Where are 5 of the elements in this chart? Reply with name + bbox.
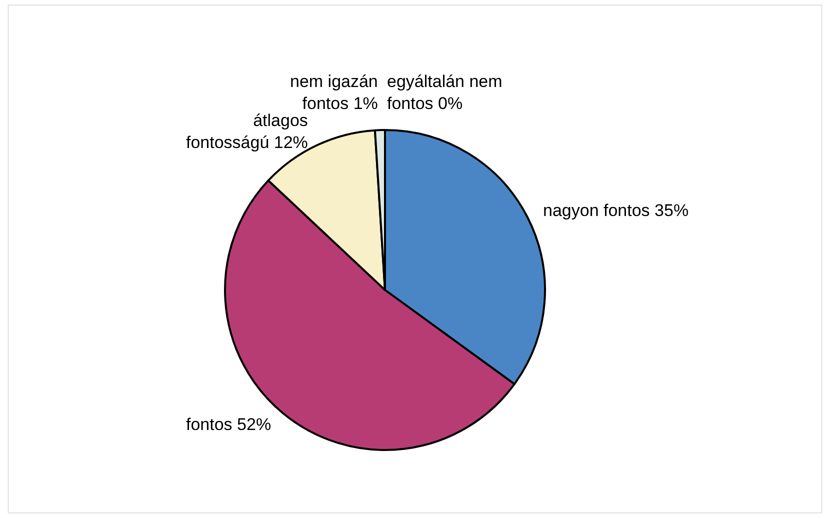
- slice-label: fontos 52%: [186, 415, 272, 434]
- slice-label: nagyon fontos 35%: [543, 201, 689, 220]
- category-label: egyáltalán nem fontos 0%: [387, 72, 502, 114]
- slice-label: nem igazán fontos 1%: [290, 72, 378, 114]
- slice-label: átlagos fontosságú 12%: [186, 111, 308, 152]
